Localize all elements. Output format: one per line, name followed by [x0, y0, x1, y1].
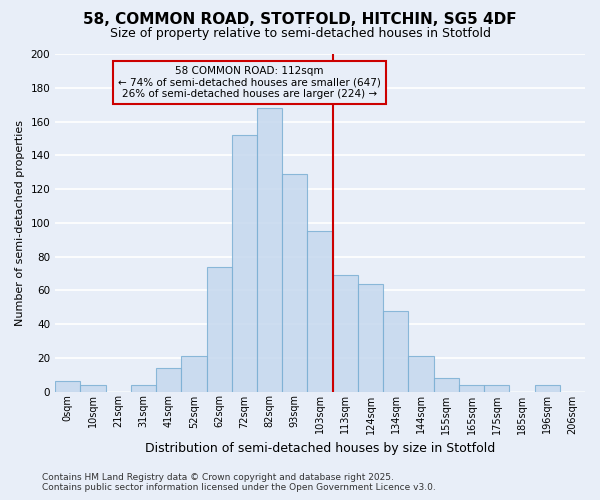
Text: 58, COMMON ROAD, STOTFOLD, HITCHIN, SG5 4DF: 58, COMMON ROAD, STOTFOLD, HITCHIN, SG5 … [83, 12, 517, 28]
X-axis label: Distribution of semi-detached houses by size in Stotfold: Distribution of semi-detached houses by … [145, 442, 495, 455]
Bar [459, 385, 484, 392]
Bar [383, 310, 409, 392]
Bar [307, 231, 332, 392]
Bar [535, 385, 560, 392]
Bar [232, 135, 257, 392]
Y-axis label: Number of semi-detached properties: Number of semi-detached properties [15, 120, 25, 326]
Bar [156, 368, 181, 392]
Bar [358, 284, 383, 392]
Bar [282, 174, 307, 392]
Text: Size of property relative to semi-detached houses in Stotfold: Size of property relative to semi-detach… [110, 28, 491, 40]
Bar [434, 378, 459, 392]
Text: 58 COMMON ROAD: 112sqm
← 74% of semi-detached houses are smaller (647)
26% of se: 58 COMMON ROAD: 112sqm ← 74% of semi-det… [118, 66, 381, 99]
Bar [131, 385, 156, 392]
Bar [181, 356, 206, 392]
Bar [409, 356, 434, 392]
Bar [55, 382, 80, 392]
Bar [332, 275, 358, 392]
Bar [206, 266, 232, 392]
Bar [80, 385, 106, 392]
Bar [484, 385, 509, 392]
Text: Contains HM Land Registry data © Crown copyright and database right 2025.
Contai: Contains HM Land Registry data © Crown c… [42, 473, 436, 492]
Bar [257, 108, 282, 392]
